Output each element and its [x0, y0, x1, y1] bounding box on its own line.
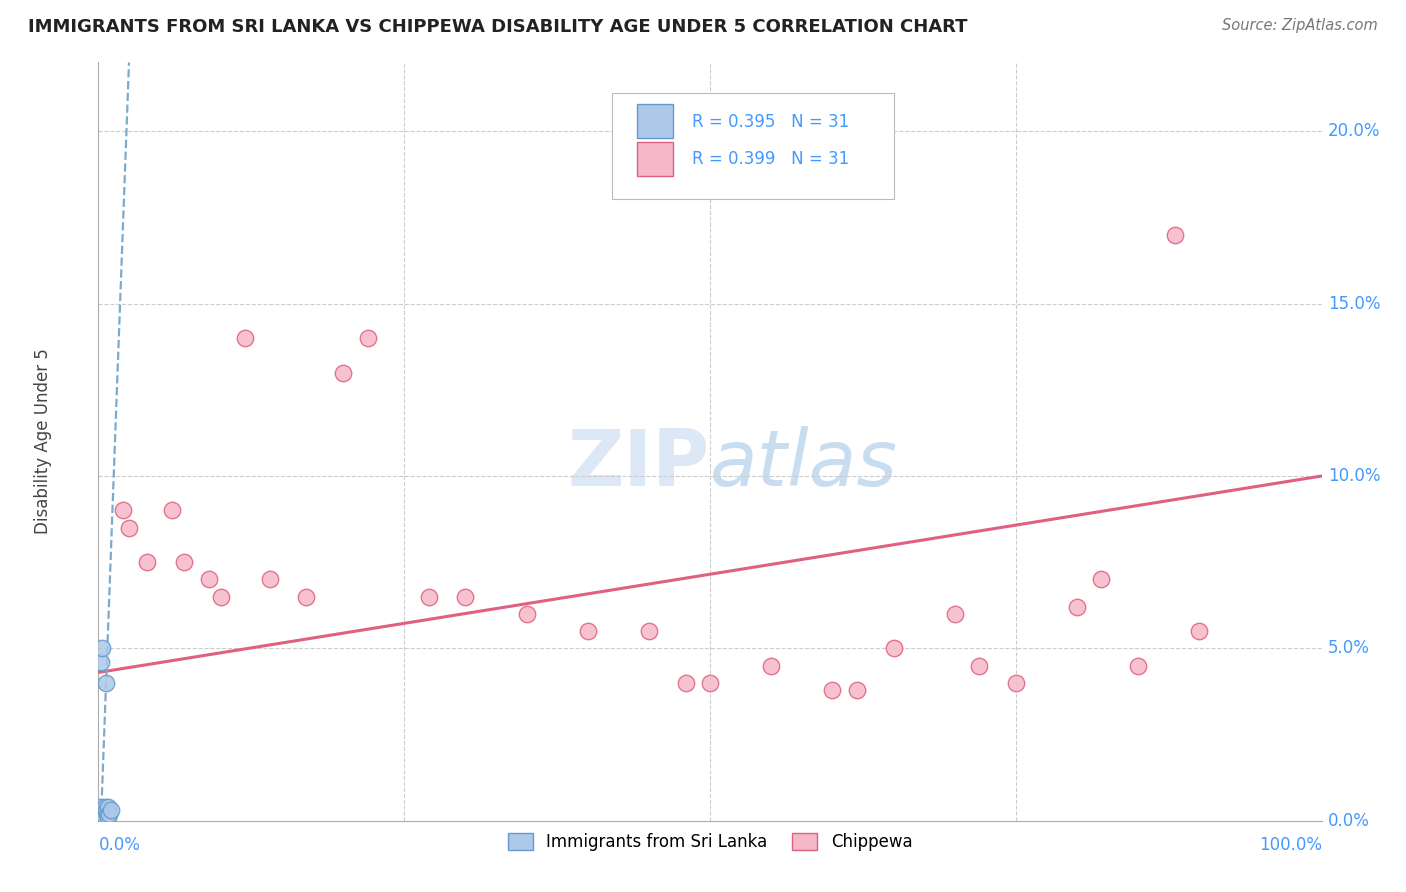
- Point: [295, 590, 318, 604]
- Point: [1188, 624, 1211, 639]
- Point: [136, 555, 159, 569]
- Point: [91, 810, 114, 824]
- Point: [91, 806, 114, 821]
- Point: [90, 800, 112, 814]
- Point: [637, 624, 661, 639]
- Point: [91, 806, 114, 821]
- Point: [89, 814, 111, 828]
- Point: [89, 814, 111, 828]
- Point: [233, 331, 256, 345]
- Point: [118, 521, 141, 535]
- Point: [1090, 573, 1112, 587]
- Point: [90, 803, 112, 817]
- Point: [418, 590, 440, 604]
- Text: IMMIGRANTS FROM SRI LANKA VS CHIPPEWA DISABILITY AGE UNDER 5 CORRELATION CHART: IMMIGRANTS FROM SRI LANKA VS CHIPPEWA DI…: [28, 18, 967, 36]
- Point: [93, 810, 115, 824]
- Point: [515, 607, 537, 621]
- Point: [967, 658, 990, 673]
- Point: [160, 503, 183, 517]
- Point: [197, 573, 219, 587]
- Point: [576, 624, 599, 639]
- Text: 5.0%: 5.0%: [1327, 640, 1369, 657]
- Text: Source: ZipAtlas.com: Source: ZipAtlas.com: [1222, 18, 1378, 33]
- Point: [1066, 599, 1088, 614]
- FancyBboxPatch shape: [637, 104, 673, 138]
- Point: [90, 655, 112, 669]
- Text: R = 0.395   N = 31: R = 0.395 N = 31: [692, 112, 849, 130]
- Point: [90, 806, 112, 821]
- Point: [761, 658, 783, 673]
- Point: [173, 555, 195, 569]
- FancyBboxPatch shape: [637, 142, 673, 177]
- Point: [97, 800, 120, 814]
- Text: Disability Age Under 5: Disability Age Under 5: [34, 349, 52, 534]
- Legend: Immigrants from Sri Lanka, Chippewa: Immigrants from Sri Lanka, Chippewa: [501, 826, 920, 858]
- Point: [356, 331, 378, 345]
- Point: [675, 675, 697, 690]
- Point: [699, 675, 721, 690]
- Point: [89, 814, 111, 828]
- Point: [89, 803, 111, 817]
- Point: [1128, 658, 1150, 673]
- Point: [454, 590, 477, 604]
- Point: [94, 803, 117, 817]
- Point: [89, 814, 111, 828]
- Point: [943, 607, 966, 621]
- Point: [96, 806, 118, 821]
- Point: [89, 814, 111, 828]
- Point: [845, 682, 868, 697]
- Point: [91, 641, 114, 656]
- Point: [209, 590, 232, 604]
- Point: [821, 682, 844, 697]
- Point: [97, 810, 120, 824]
- Point: [89, 814, 111, 828]
- Text: atlas: atlas: [710, 426, 898, 502]
- Text: 10.0%: 10.0%: [1327, 467, 1381, 485]
- Point: [89, 810, 111, 824]
- Text: 100.0%: 100.0%: [1258, 836, 1322, 854]
- Point: [1004, 675, 1026, 690]
- Point: [94, 675, 117, 690]
- Point: [98, 806, 121, 821]
- Text: 0.0%: 0.0%: [98, 836, 141, 854]
- Point: [100, 803, 122, 817]
- Text: ZIP: ZIP: [568, 426, 710, 502]
- Point: [332, 366, 354, 380]
- Point: [1164, 227, 1187, 242]
- Point: [91, 803, 114, 817]
- Point: [90, 810, 112, 824]
- Text: 0.0%: 0.0%: [1327, 812, 1369, 830]
- Point: [93, 800, 115, 814]
- Point: [111, 503, 134, 517]
- Point: [89, 810, 111, 824]
- Point: [89, 806, 111, 821]
- Point: [883, 641, 905, 656]
- Point: [259, 573, 281, 587]
- Text: 20.0%: 20.0%: [1327, 122, 1381, 140]
- Point: [91, 803, 114, 817]
- FancyBboxPatch shape: [612, 93, 894, 199]
- Text: 15.0%: 15.0%: [1327, 294, 1381, 313]
- Text: R = 0.399   N = 31: R = 0.399 N = 31: [692, 151, 849, 169]
- Point: [89, 814, 111, 828]
